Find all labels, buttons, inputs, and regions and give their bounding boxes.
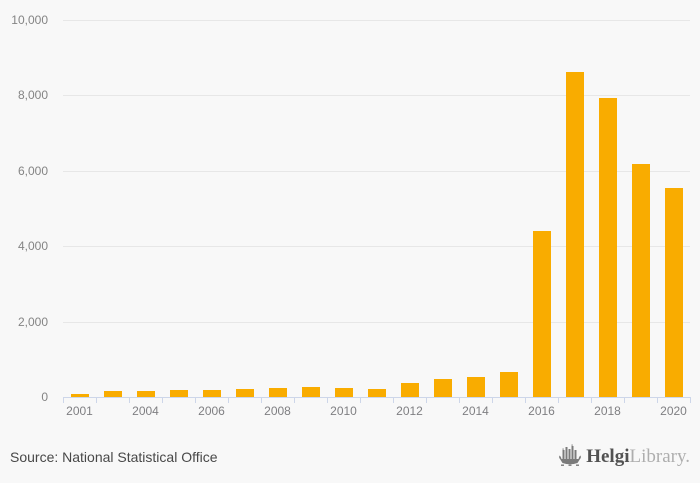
helgi-ship-icon: [558, 442, 582, 473]
x-axis-tick: [261, 398, 262, 403]
x-axis-tick: [393, 398, 394, 403]
x-axis-line: [63, 397, 691, 398]
bar-2014[interactable]: [466, 377, 485, 397]
gridline-4000: [63, 246, 690, 248]
x-axis-tick: [624, 398, 625, 403]
x-axis-label-2008: 2008: [264, 404, 291, 418]
y-axis-label: 10,000: [11, 13, 48, 27]
x-axis-tick: [327, 398, 328, 403]
gridline-2000: [63, 321, 690, 323]
x-axis-tick: [228, 398, 229, 403]
source-text: Source: National Statistical Office: [10, 449, 218, 465]
bar-col-10[interactable]: [367, 389, 386, 397]
x-axis-tick: [63, 398, 64, 403]
helgilibrary-logo[interactable]: HelgiLibrary.: [558, 442, 690, 473]
bar-col-12[interactable]: [433, 378, 452, 397]
bar-col-14[interactable]: [499, 372, 518, 397]
x-axis-label-2006: 2006: [198, 404, 225, 418]
y-axis-label: 6,000: [17, 163, 48, 178]
x-axis-tick: [591, 398, 592, 403]
bar-2012[interactable]: [400, 383, 419, 397]
bar-2008[interactable]: [268, 388, 287, 397]
x-axis-tick: [294, 398, 295, 403]
x-axis-label-2018: 2018: [594, 404, 621, 418]
x-axis-tick: [195, 398, 196, 403]
x-axis-tick: [360, 398, 361, 403]
logo-text-helgi: Helgi: [586, 446, 630, 467]
plot-area: [63, 20, 690, 397]
bar-2020[interactable]: [664, 187, 683, 397]
x-axis-label-2012: 2012: [396, 404, 423, 418]
x-axis-tick: [96, 398, 97, 403]
bar-col-18[interactable]: [631, 163, 650, 397]
gridline-10000: [63, 20, 690, 21]
gridline-6000: [63, 170, 690, 172]
y-axis-label: 4,000: [17, 239, 48, 254]
bar-2004[interactable]: [136, 391, 155, 397]
logo-text-library: Library.: [629, 446, 691, 467]
x-axis-tick: [459, 398, 460, 403]
bar-2010[interactable]: [334, 387, 353, 397]
gridline-8000: [63, 95, 690, 97]
x-axis-label-2004: 2004: [132, 404, 159, 418]
logo-wordmark: HelgiLibrary.: [586, 446, 690, 468]
y-axis-label: 0: [41, 390, 48, 404]
bar-col-6[interactable]: [235, 389, 254, 397]
x-axis-tick: [426, 398, 427, 403]
x-axis-label-2020: 2020: [660, 404, 687, 418]
x-axis-label-2016: 2016: [528, 404, 555, 418]
y-axis-label: 8,000: [17, 88, 48, 103]
bar-2016[interactable]: [532, 230, 551, 397]
x-axis-tick: [129, 398, 130, 403]
x-axis-tick: [492, 398, 493, 403]
chart-footer: Source: National Statistical Office: [0, 437, 700, 483]
x-axis-label-2014: 2014: [462, 404, 489, 418]
y-axis-label: 2,000: [17, 314, 48, 329]
bar-col-2[interactable]: [103, 391, 122, 397]
bar-2006[interactable]: [202, 390, 221, 397]
bar-col-16[interactable]: [565, 72, 584, 397]
bar-col-4[interactable]: [169, 389, 188, 397]
x-axis-label-2010: 2010: [330, 404, 357, 418]
bar-col-8[interactable]: [301, 387, 320, 397]
bar-2001[interactable]: [70, 393, 89, 397]
x-axis-tick: [162, 398, 163, 403]
bar-2018[interactable]: [598, 98, 617, 397]
x-axis-tick: [690, 398, 691, 403]
x-axis-label-2001: 2001: [66, 404, 93, 418]
x-axis-tick: [525, 398, 526, 403]
x-axis-tick: [558, 398, 559, 403]
x-axis-tick: [657, 398, 658, 403]
